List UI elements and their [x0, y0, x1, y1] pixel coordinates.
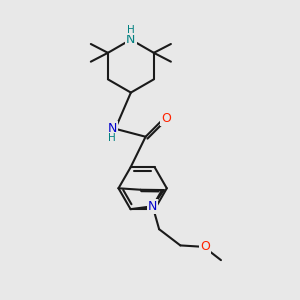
- Text: N: N: [108, 122, 117, 135]
- Text: O: O: [161, 112, 171, 125]
- Text: N: N: [126, 33, 136, 46]
- Text: O: O: [200, 240, 210, 254]
- Text: N: N: [148, 200, 157, 213]
- Text: H: H: [127, 25, 135, 35]
- Text: H: H: [108, 133, 116, 142]
